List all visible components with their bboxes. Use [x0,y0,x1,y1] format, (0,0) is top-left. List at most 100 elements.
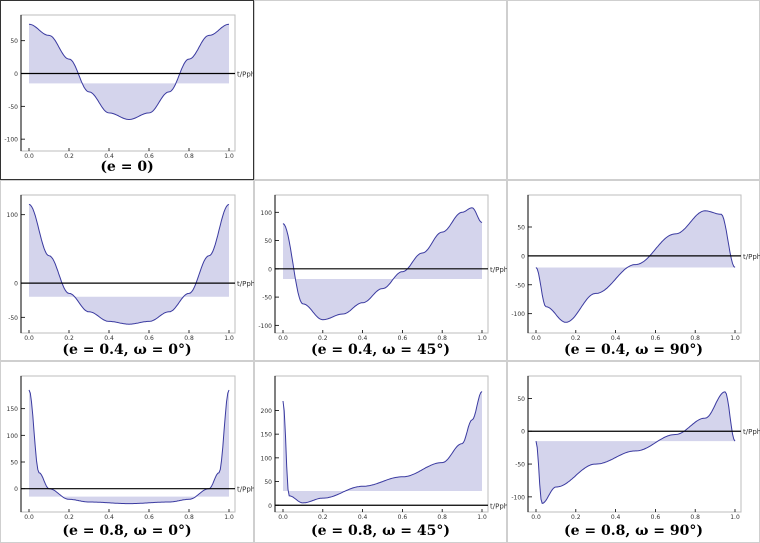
filled-area [29,204,229,325]
x-tick-label: 1.0 [224,514,234,521]
y-tick-label: 0 [521,253,525,260]
axis-label: t/Pphase [743,253,760,261]
chart-e08-w45: t/Pphase 200 150 100 50 0 0.0 0.2 0.4 0.6 0.8 1.0 [261,375,508,521]
series-line [535,391,736,505]
chart-e04-w45: t/Pphase 100 50 0 -50 -100 0.0 0.2 0.4 0.6 0.8 1.0 [258,194,508,342]
x-tick-label: 0.4 [611,335,621,342]
x-tick-label: 0.4 [611,514,621,521]
x-tick-label: 0.8 [184,335,194,342]
x-tick-label: 0.4 [104,514,114,521]
x-tick-label: 0.4 [358,335,368,342]
y-tick-label: 200 [261,408,273,415]
empty-cell-top-right [507,0,760,180]
panel-e08-w90: t/Pphase 50 0 -50 -100 0.0 0.2 0.4 0.6 0.8 1.0 (e … [507,361,760,543]
x-tick-label: 1.0 [730,514,740,521]
y-tick-label: 150 [261,432,273,439]
panel-e08-w0: t/Pphase 150 100 50 0 0.0 0.2 0.4 0.6 0.8 1.0 (e =… [0,361,255,543]
caption-e08-w45: (e = 0.8, ω = 45°) [310,523,451,539]
x-tick-label: 0.8 [437,335,447,342]
x-tick-label: 0.6 [144,335,154,342]
y-tick-label: -100 [511,494,525,501]
panel-e04-w90: t/Pphase 50 0 -50 -100 0.0 0.2 0.4 0.6 0.8 1.0 (e … [507,180,760,361]
x-tick-label: 0.0 [278,335,288,342]
axis-label: t/Pphase [490,266,508,274]
x-tick-label: 0.8 [690,514,700,521]
y-tick-label: 50 [264,479,272,486]
series-line [28,389,230,505]
y-tick-label: 150 [7,406,19,413]
y-tick-label: -50 [515,462,525,469]
x-tick-label: 0.6 [651,335,661,342]
y-tick-label: 50 [10,38,18,45]
x-tick-label: 0.4 [104,153,114,160]
panel-e0: t/Pphase 50 0 -50 -100 0.0 0.2 0.4 0.6 0.8 1.0 (e … [0,0,255,180]
axis-label: t/Pphase [237,486,255,494]
y-tick-label: 100 [7,433,19,440]
caption-e04-w0: (e = 0.4, ω = 0°) [62,342,192,358]
filled-area [283,207,482,320]
filled-area [29,24,229,120]
series-line [282,391,483,504]
y-tick-label: 50 [517,225,525,232]
y-tick-label: 0 [14,486,18,493]
chart-e0: t/Pphase 50 0 -50 -100 0.0 0.2 0.4 0.6 0.8 1.0 [4,14,255,160]
x-tick-label: 0.6 [144,153,154,160]
y-tick-label: 50 [10,460,18,467]
chart-e04-w90: t/Pphase 50 0 -50 -100 0.0 0.2 0.4 0.6 0.8 1.0 [511,194,760,342]
filled-area [29,390,229,504]
axis-label: t/Pphase [743,428,760,436]
x-tick-label: 0.0 [24,335,34,342]
y-tick-label: -50 [515,282,525,289]
x-tick-label: 0.8 [184,153,194,160]
y-tick-label: 0 [268,503,272,510]
x-tick-label: 1.0 [224,153,234,160]
x-tick-label: 0.8 [690,335,700,342]
caption-e04-w90: (e = 0.4, ω = 90°) [563,342,704,358]
caption-e08-w0: (e = 0.8, ω = 0°) [62,523,192,539]
series-line [535,210,736,323]
y-tick-label: 0 [268,266,272,273]
x-tick-label: 0.0 [531,514,541,521]
filled-area [283,391,482,503]
x-tick-label: 0.0 [278,514,288,521]
panel-e04-w0: t/Pphase 100 0 -50 0.0 0.2 0.4 0.6 0.8 1.0 (e = 0… [0,180,255,361]
x-tick-label: 1.0 [477,335,487,342]
y-tick-label: -50 [262,295,272,302]
x-tick-label: 0.4 [358,514,368,521]
axis-label: t/Pphase [237,280,255,288]
chart-e04-w0: t/Pphase 100 0 -50 0.0 0.2 0.4 0.6 0.8 1.0 [7,194,255,342]
y-tick-label: -50 [8,315,18,322]
x-tick-label: 0.2 [318,335,328,342]
chart-e08-w0: t/Pphase 150 100 50 0 0.0 0.2 0.4 0.6 0.8 1.0 [7,375,255,521]
y-tick-label: -100 [511,311,525,318]
panel-e04-w45: t/Pphase100500-50-1000.00.20.40.60.81.0 … [254,180,508,361]
axis-label: t/Pphase [490,502,508,510]
y-tick-label: -100 [4,137,18,144]
x-tick-label: 0.8 [184,514,194,521]
x-tick-label: 1.0 [224,335,234,342]
caption-e08-w90: (e = 0.8, ω = 90°) [563,523,704,539]
x-tick-label: 1.0 [730,335,740,342]
x-tick-label: 0.2 [571,514,581,521]
y-tick-label: 100 [7,212,19,219]
x-tick-label: 0.6 [398,335,408,342]
x-tick-label: 0.0 [24,514,34,521]
chart-e08-w90: t/Pphase 50 0 -50 -100 0.0 0.2 0.4 0.6 0.8 1.0 [511,375,760,521]
x-tick-label: 0.2 [571,335,581,342]
caption-e04-w45: (e = 0.4, ω = 45°) [310,342,451,358]
axis-label: t/Pphase [237,71,255,79]
y-tick-label: 100 [261,455,273,462]
x-tick-label: 0.6 [398,514,408,521]
y-tick-label: -50 [8,104,18,111]
filled-area [536,391,735,504]
y-tick-label: -100 [258,323,272,330]
y-tick-label: 0 [521,429,525,436]
x-tick-label: 0.2 [64,335,74,342]
caption-e0: (e = 0) [100,159,154,175]
x-tick-label: 0.2 [64,514,74,521]
y-tick-label: 50 [517,396,525,403]
x-tick-label: 0.0 [531,335,541,342]
filled-area [536,210,735,323]
x-tick-label: 0.2 [64,153,74,160]
y-tick-label: 0 [14,71,18,78]
